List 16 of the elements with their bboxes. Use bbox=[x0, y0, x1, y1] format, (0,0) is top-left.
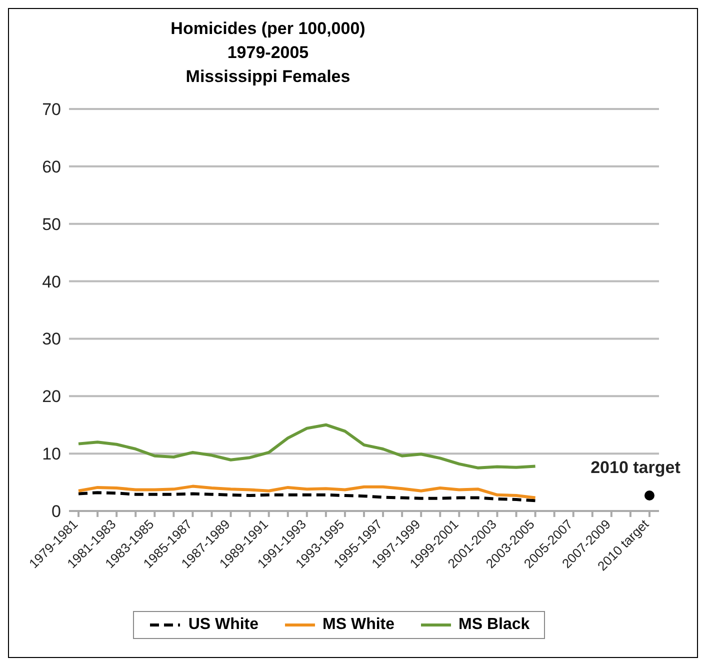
chart-title: Homicides (per 100,000) 1979-2005 Mississippi Females bbox=[170, 18, 366, 88]
series-label: 2010 target bbox=[590, 458, 681, 477]
y-tick-label: 20 bbox=[42, 387, 61, 406]
y-tick-label: 60 bbox=[42, 157, 61, 176]
legend-label: MS White bbox=[322, 616, 395, 634]
y-tick-label: 50 bbox=[42, 214, 61, 234]
line-series bbox=[77, 491, 537, 502]
legend-label: MS Black bbox=[458, 616, 530, 634]
line-series bbox=[77, 484, 537, 500]
y-tick-label: 0 bbox=[52, 502, 61, 522]
y-tick-label: 30 bbox=[42, 330, 61, 349]
y-tick-label: 10 bbox=[42, 444, 61, 464]
line-series bbox=[77, 423, 537, 470]
y-tick-label: 40 bbox=[42, 272, 61, 292]
y-tick-label: 70 bbox=[42, 100, 61, 120]
legend-label: US White bbox=[187, 616, 259, 634]
